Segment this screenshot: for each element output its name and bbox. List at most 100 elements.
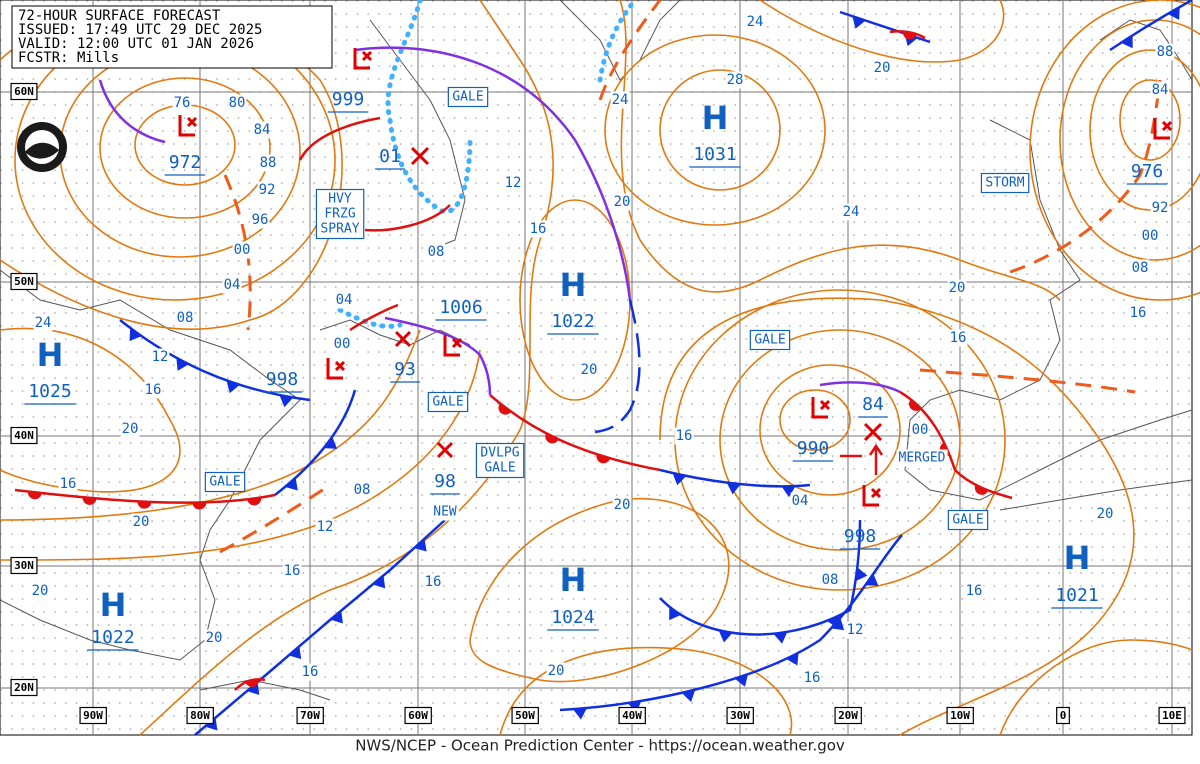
isobar-label: 08 <box>822 572 839 588</box>
isobar-label: 00 <box>234 242 251 258</box>
cold-pip <box>285 477 298 491</box>
label-box <box>222 276 242 294</box>
cold-pip <box>855 567 868 582</box>
label-box <box>10 678 38 697</box>
warm-front-symbol <box>137 501 152 509</box>
warning-text: GALE <box>432 395 463 410</box>
low-pressure: 990 <box>797 438 830 459</box>
isobar-label: 20 <box>122 421 139 437</box>
isobar-label: 16 <box>284 563 301 579</box>
warning-label: GALE <box>427 391 469 413</box>
cold-front-symbol <box>865 573 879 586</box>
low-pressure: 98 <box>434 471 456 492</box>
isobar-label: 00 <box>1142 228 1159 244</box>
label-box <box>250 211 270 229</box>
label-box <box>352 481 372 499</box>
cold-front-symbol <box>669 607 682 621</box>
warning-text: HVY <box>328 192 352 207</box>
warning-text: GALE <box>209 475 240 490</box>
longitude-label: 40W <box>622 709 642 722</box>
label-box <box>845 621 865 639</box>
cold-pip <box>826 615 840 629</box>
cold-pip <box>414 538 427 552</box>
label-box <box>79 706 107 725</box>
ice-edge <box>337 0 638 329</box>
isobar-label: 08 <box>177 310 194 326</box>
high-pressure: 1021 <box>1055 585 1098 606</box>
warning-label: GALE <box>947 509 989 531</box>
annotation: NEW <box>433 505 457 520</box>
cold-pip <box>669 607 682 621</box>
isobar-label: 12 <box>317 519 334 535</box>
isobar-label: 08 <box>354 482 371 498</box>
label-box <box>841 203 861 221</box>
isobar-label: 20 <box>1097 506 1114 522</box>
warm-pip <box>192 502 207 510</box>
label-box <box>1056 706 1070 725</box>
label-box <box>58 475 78 493</box>
warning-text: SPRAY <box>320 222 359 237</box>
warning-label: GALE <box>447 86 489 108</box>
label-box <box>300 663 320 681</box>
warm-pip <box>82 497 97 505</box>
warm-pip <box>974 485 989 495</box>
warning-box <box>475 442 525 479</box>
warm-pip <box>545 433 559 444</box>
warm-pip <box>498 403 512 415</box>
warning-label: GALE <box>749 329 791 351</box>
isobar-label: 20 <box>949 280 966 296</box>
label-box <box>296 706 324 725</box>
longitude-label: 10E <box>1162 709 1182 722</box>
latitude-label: 50N <box>14 275 34 288</box>
longitude-label: 90W <box>83 709 103 722</box>
high-pressure: 1024 <box>551 607 594 628</box>
label-box <box>872 59 892 77</box>
label-box <box>258 154 278 172</box>
cold-front-symbol <box>288 646 302 660</box>
label-box <box>10 272 38 291</box>
warm-front-symbol <box>247 497 262 506</box>
noaa-logo <box>17 122 67 172</box>
warning-text: STORM <box>985 176 1024 191</box>
cold-front-symbol <box>726 482 741 495</box>
isobar-label: 92 <box>1152 200 1169 216</box>
label-box <box>503 174 523 192</box>
warning-box <box>447 86 489 108</box>
isobar-label: 08 <box>428 244 445 260</box>
latitude-label: 60N <box>14 85 34 98</box>
warning-box <box>749 329 791 351</box>
isobar-label: 96 <box>252 212 269 228</box>
annotation: MERGED <box>899 451 946 466</box>
label-box <box>948 329 968 347</box>
warm-front-symbol <box>27 491 42 500</box>
header: 72-HOUR SURFACE FORECAST ISSUED: 17:49 U… <box>11 5 333 69</box>
cold-front-symbol <box>330 610 343 624</box>
low-pressure: 998 <box>266 369 299 390</box>
cold-pip <box>330 610 343 624</box>
label-box <box>232 241 252 259</box>
high-pressure: 1025 <box>28 381 71 402</box>
cold-front-symbol <box>285 477 298 491</box>
isobar-label: 16 <box>676 428 693 444</box>
warm-front-symbol <box>192 502 207 510</box>
cold-front-symbol <box>324 436 338 449</box>
label-box <box>579 361 599 379</box>
label-box <box>612 496 632 514</box>
cold-front-symbol <box>718 630 733 643</box>
isobar-label: 24 <box>843 204 860 220</box>
label-box <box>315 518 335 536</box>
warning-label: STORM <box>980 172 1030 194</box>
cold-pip <box>279 395 294 408</box>
label-box <box>896 449 948 467</box>
cold-pip <box>129 328 142 342</box>
low-pressure: 976 <box>1131 161 1164 182</box>
warm-front-symbol <box>498 403 512 415</box>
cold-front-symbol <box>852 16 866 29</box>
label-box <box>820 571 840 589</box>
label-box <box>257 181 277 199</box>
warm-front-symbol <box>82 497 97 505</box>
label-box <box>612 193 632 211</box>
label-box <box>30 582 50 600</box>
warning-text: GALE <box>952 513 983 528</box>
